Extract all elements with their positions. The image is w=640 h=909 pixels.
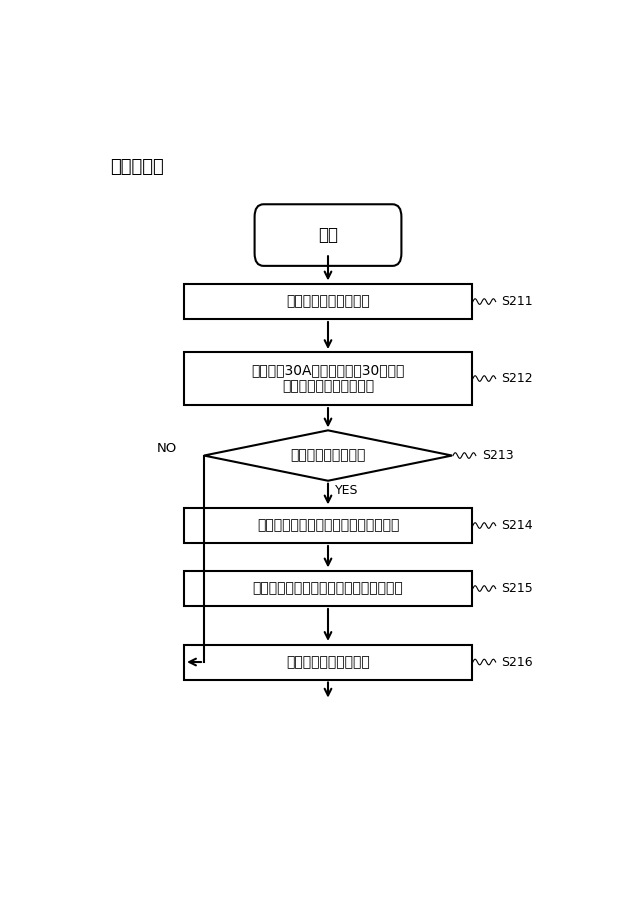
Polygon shape [204, 430, 452, 481]
Bar [184, 571, 472, 606]
Text: S212: S212 [502, 372, 533, 385]
Bar [184, 353, 472, 405]
Text: 開始: 開始 [318, 226, 338, 245]
Bar [184, 508, 472, 543]
Text: S216: S216 [502, 655, 533, 668]
Text: S213: S213 [482, 449, 513, 462]
Text: NO: NO [156, 442, 177, 455]
Text: アイコン30Aを含む空中像30の表示
及び検出基準の初期設定: アイコン30Aを含む空中像30の表示 及び検出基準の初期設定 [252, 364, 404, 394]
Text: 空中像操作モード続行: 空中像操作モード続行 [286, 655, 370, 669]
Text: 【図２８】: 【図２８】 [110, 158, 163, 176]
Bar [184, 284, 472, 319]
Text: 環境変化あったか？: 環境変化あったか？ [291, 448, 365, 463]
Text: 環境変化情報に基づいて検出基準を変更: 環境変化情報に基づいて検出基準を変更 [253, 582, 403, 595]
Text: 空中像操作モード開始: 空中像操作モード開始 [286, 295, 370, 308]
Text: S214: S214 [502, 519, 533, 532]
Bar [184, 644, 472, 680]
Text: S211: S211 [502, 295, 533, 308]
FancyBboxPatch shape [255, 205, 401, 265]
Text: YES: YES [335, 484, 359, 497]
Text: 環境変化情報を検出基準制御部に出力: 環境変化情報を検出基準制御部に出力 [257, 518, 399, 533]
Text: S215: S215 [502, 582, 533, 595]
